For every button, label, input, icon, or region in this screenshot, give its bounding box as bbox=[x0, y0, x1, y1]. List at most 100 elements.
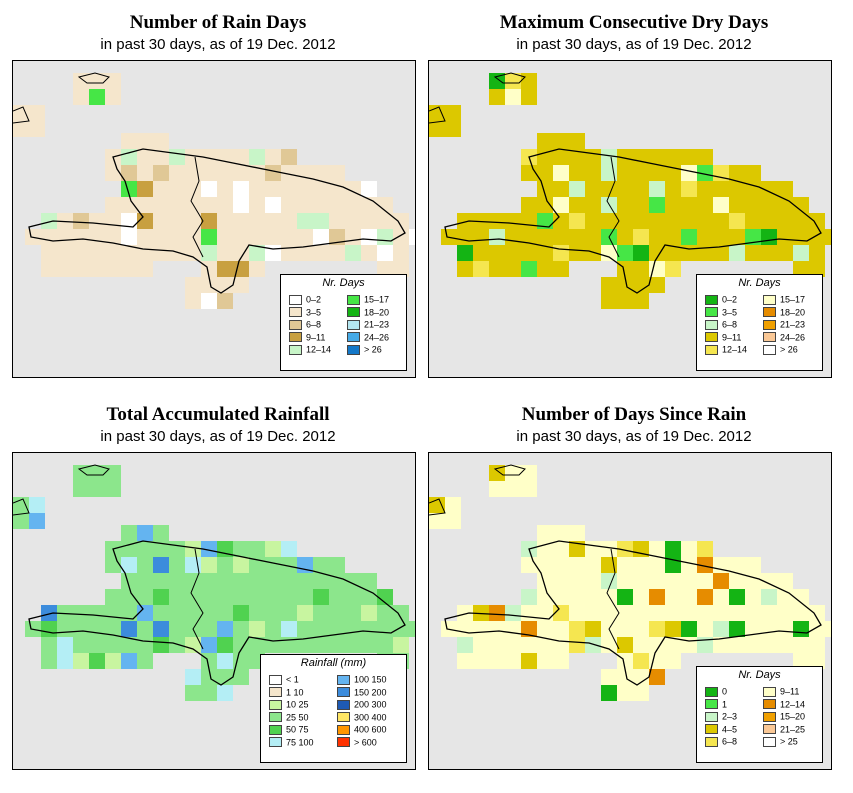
grid-cell bbox=[233, 277, 249, 293]
grid-cell bbox=[617, 637, 633, 653]
grid-cell bbox=[569, 525, 585, 541]
grid-cell bbox=[329, 605, 345, 621]
grid-cell bbox=[297, 621, 313, 637]
grid-cell bbox=[281, 229, 297, 245]
grid-cell bbox=[745, 213, 761, 229]
grid-cell bbox=[345, 589, 361, 605]
grid-cell bbox=[569, 621, 585, 637]
grid-cell bbox=[553, 557, 569, 573]
grid-cell bbox=[713, 621, 729, 637]
island-outline bbox=[444, 148, 822, 294]
grid-cell bbox=[445, 105, 461, 121]
grid-cell bbox=[793, 621, 809, 637]
grid-cell bbox=[745, 229, 761, 245]
grid-cell bbox=[585, 541, 601, 557]
grid-cell bbox=[697, 213, 713, 229]
grid-cell bbox=[489, 465, 505, 481]
legend-label: 1 10 bbox=[286, 687, 304, 698]
legend-label: 21–23 bbox=[780, 319, 806, 330]
grid-cell bbox=[457, 621, 473, 637]
legend-item: 24–26 bbox=[763, 331, 805, 343]
grid-cell bbox=[233, 149, 249, 165]
legend-item: 300 400 bbox=[337, 711, 387, 723]
grid-cell bbox=[217, 637, 233, 653]
grid-cell bbox=[825, 621, 831, 637]
grid-cell bbox=[233, 605, 249, 621]
grid-cell bbox=[281, 557, 297, 573]
grid-cell bbox=[777, 229, 793, 245]
legend-label: 18–20 bbox=[364, 307, 390, 318]
grid-cell bbox=[169, 245, 185, 261]
grid-cell bbox=[281, 213, 297, 229]
grid-cell bbox=[665, 197, 681, 213]
grid-cell bbox=[569, 637, 585, 653]
legend-swatch bbox=[705, 686, 718, 697]
grid-cell bbox=[233, 245, 249, 261]
grid-cell bbox=[569, 165, 585, 181]
grid-cell bbox=[105, 589, 121, 605]
grid-cell bbox=[521, 465, 537, 481]
legend-label: 9–11 bbox=[780, 686, 800, 697]
grid-cell bbox=[105, 605, 121, 621]
grid-cell bbox=[377, 197, 393, 213]
grid-cell bbox=[137, 229, 153, 245]
grid-cell bbox=[121, 637, 137, 653]
grid-cell bbox=[185, 149, 201, 165]
grid-cell bbox=[697, 621, 713, 637]
grid-cell bbox=[681, 605, 697, 621]
legend-swatch bbox=[347, 319, 360, 330]
legend: Rainfall (mm) < 1 1 10 10 25 25 50 50 75 75 1… bbox=[260, 654, 407, 763]
grid-cell bbox=[137, 213, 153, 229]
grid-cell bbox=[601, 277, 617, 293]
grid-cell bbox=[265, 589, 281, 605]
grid-cell bbox=[137, 637, 153, 653]
grid-cell bbox=[633, 621, 649, 637]
grid-cell bbox=[345, 621, 361, 637]
grid-cell bbox=[793, 245, 809, 261]
grid-cell bbox=[249, 245, 265, 261]
grid-cell bbox=[105, 165, 121, 181]
grid-cell bbox=[761, 213, 777, 229]
grid-cell bbox=[249, 589, 265, 605]
grid-cell bbox=[585, 229, 601, 245]
grid-cell bbox=[281, 149, 297, 165]
grid-cell bbox=[393, 637, 409, 653]
grid-cell bbox=[41, 605, 57, 621]
grid-cell bbox=[105, 213, 121, 229]
grid-cell bbox=[457, 653, 473, 669]
grid-cell bbox=[249, 229, 265, 245]
legend-label: 18–20 bbox=[780, 307, 806, 318]
panel-max-dry-days: Maximum Consecutive Dry Days in past 30 … bbox=[428, 12, 840, 382]
grid-cell bbox=[505, 89, 521, 105]
grid-cell bbox=[137, 573, 153, 589]
grid-cell bbox=[697, 541, 713, 557]
grid-cell bbox=[745, 621, 761, 637]
grid-cell bbox=[137, 181, 153, 197]
grid-cell bbox=[761, 197, 777, 213]
grid-cell bbox=[41, 229, 57, 245]
grid-cell bbox=[793, 637, 809, 653]
grid-cell bbox=[489, 481, 505, 497]
map-graphic bbox=[13, 72, 415, 309]
grid-cell bbox=[345, 213, 361, 229]
border-line bbox=[606, 156, 620, 258]
grid-cell bbox=[681, 621, 697, 637]
grid-cell bbox=[633, 261, 649, 277]
legend-swatch bbox=[763, 686, 776, 697]
grid-cell bbox=[105, 229, 121, 245]
island-outline bbox=[28, 540, 406, 686]
legend-label: 21–25 bbox=[780, 724, 806, 735]
grid-cell bbox=[185, 685, 201, 701]
map-graphic bbox=[429, 464, 831, 701]
legend-swatch bbox=[337, 737, 350, 748]
legend-item: 9–11 bbox=[763, 685, 799, 697]
grid-cell bbox=[553, 181, 569, 197]
grid-cell bbox=[153, 637, 169, 653]
legend-swatch bbox=[705, 332, 718, 343]
grid-cell bbox=[649, 277, 665, 293]
grid-cell bbox=[265, 165, 281, 181]
grid-cell bbox=[249, 261, 265, 277]
island-outline bbox=[28, 148, 406, 294]
legend-item: > 25 bbox=[763, 735, 798, 747]
grid-cell bbox=[649, 573, 665, 589]
